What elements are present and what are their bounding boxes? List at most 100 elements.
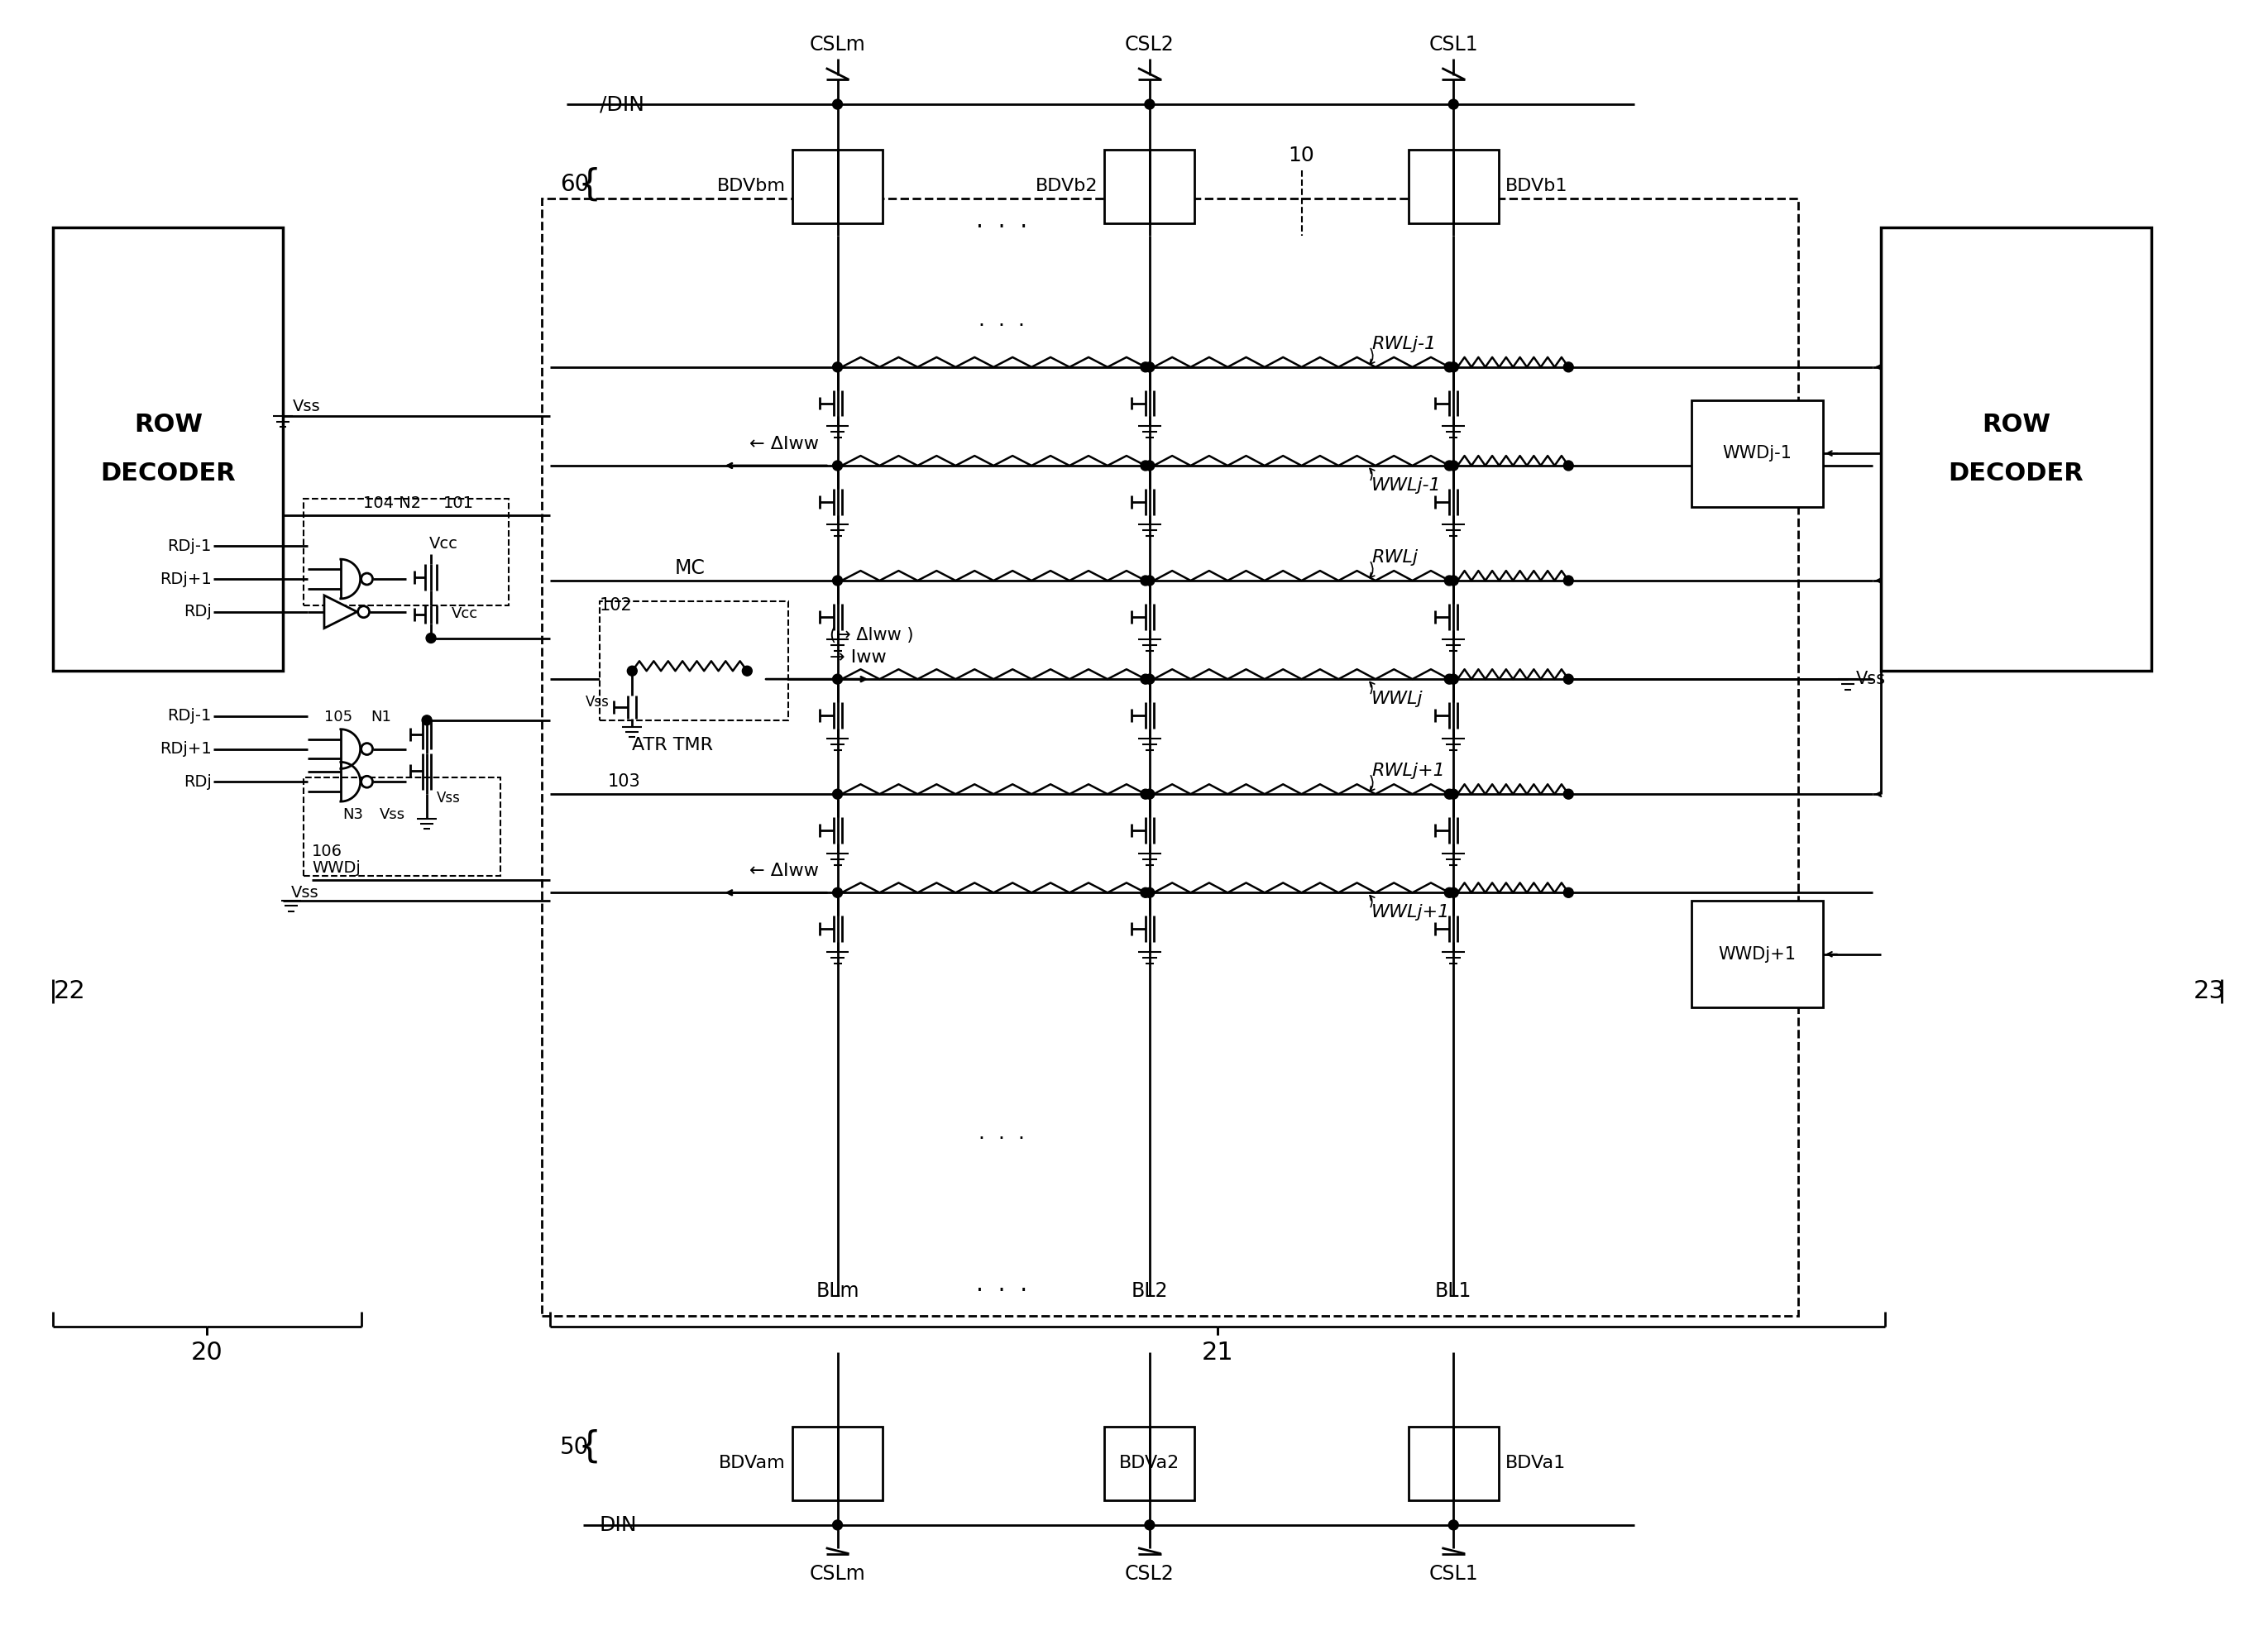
Bar bbox=[52, 228, 284, 672]
Bar bbox=[1692, 901, 1823, 1008]
Text: CSL2: CSL2 bbox=[1125, 34, 1175, 54]
Text: MC: MC bbox=[674, 558, 705, 579]
Text: RDj: RDj bbox=[184, 603, 211, 620]
Text: RDj-1: RDj-1 bbox=[168, 538, 211, 554]
Text: WWDj-1: WWDj-1 bbox=[1724, 446, 1792, 462]
Text: ·  ·  ·: · · · bbox=[978, 1128, 1025, 1150]
Circle shape bbox=[1141, 789, 1150, 798]
Circle shape bbox=[1145, 363, 1154, 372]
Circle shape bbox=[1145, 460, 1154, 470]
Text: RWLj-1: RWLj-1 bbox=[1372, 337, 1436, 353]
Circle shape bbox=[1141, 576, 1150, 585]
Circle shape bbox=[832, 460, 841, 470]
Text: /DIN: /DIN bbox=[599, 94, 644, 114]
Circle shape bbox=[1445, 576, 1454, 585]
Bar bbox=[304, 777, 501, 876]
Bar bbox=[792, 1426, 882, 1501]
Circle shape bbox=[1145, 675, 1154, 685]
Circle shape bbox=[832, 888, 841, 898]
Circle shape bbox=[1449, 675, 1458, 685]
Bar bbox=[1408, 150, 1499, 223]
Text: WWLj+1: WWLj+1 bbox=[1372, 904, 1449, 920]
Text: Vss: Vss bbox=[290, 885, 320, 901]
Polygon shape bbox=[324, 595, 356, 628]
Text: ATR TMR: ATR TMR bbox=[633, 737, 712, 753]
Bar bbox=[599, 602, 789, 720]
Text: 21: 21 bbox=[1202, 1340, 1234, 1364]
Circle shape bbox=[361, 743, 372, 754]
Text: 105: 105 bbox=[324, 709, 352, 724]
Text: Vcc: Vcc bbox=[451, 606, 479, 621]
Text: DECODER: DECODER bbox=[100, 462, 236, 486]
Text: DIN: DIN bbox=[599, 1515, 637, 1535]
Bar bbox=[1408, 1426, 1499, 1501]
Circle shape bbox=[832, 576, 841, 585]
Circle shape bbox=[426, 633, 435, 642]
Text: 102: 102 bbox=[599, 597, 633, 613]
Text: RDj: RDj bbox=[184, 774, 211, 790]
Circle shape bbox=[1449, 888, 1458, 898]
Text: ·  ·  ·: · · · bbox=[978, 315, 1025, 337]
Text: {: { bbox=[578, 1429, 601, 1465]
Circle shape bbox=[1141, 888, 1150, 898]
Text: DECODER: DECODER bbox=[1948, 462, 2084, 486]
Text: 106: 106 bbox=[313, 844, 342, 860]
Bar bbox=[1880, 228, 2152, 672]
Circle shape bbox=[832, 675, 841, 685]
Text: RDj+1: RDj+1 bbox=[159, 741, 211, 756]
Circle shape bbox=[1145, 99, 1154, 109]
Circle shape bbox=[1445, 888, 1454, 898]
Text: Vss: Vss bbox=[438, 790, 460, 805]
Circle shape bbox=[1141, 675, 1150, 685]
Text: BL1: BL1 bbox=[1436, 1281, 1472, 1301]
Circle shape bbox=[1563, 789, 1574, 798]
Text: Vss: Vss bbox=[379, 806, 406, 823]
Text: 10: 10 bbox=[1288, 145, 1315, 166]
Text: 50: 50 bbox=[560, 1436, 590, 1459]
Text: ·  ·  ·: · · · bbox=[975, 216, 1027, 239]
Circle shape bbox=[1145, 888, 1154, 898]
Circle shape bbox=[422, 715, 431, 725]
Text: BLm: BLm bbox=[816, 1281, 860, 1301]
Circle shape bbox=[1141, 363, 1150, 372]
Text: N1: N1 bbox=[372, 709, 392, 724]
Text: BDVa1: BDVa1 bbox=[1506, 1455, 1565, 1472]
Text: ROW: ROW bbox=[1982, 413, 2050, 436]
Circle shape bbox=[1141, 460, 1150, 470]
Text: 101: 101 bbox=[442, 496, 474, 511]
Text: 23: 23 bbox=[2193, 979, 2225, 1003]
Text: RWLj+1: RWLj+1 bbox=[1372, 763, 1445, 779]
Text: (→ ΔIww ): (→ ΔIww ) bbox=[830, 626, 914, 642]
Text: RDj-1: RDj-1 bbox=[168, 709, 211, 724]
Text: Vss: Vss bbox=[585, 694, 610, 709]
Text: ·  ·  ·: · · · bbox=[975, 1280, 1027, 1302]
Text: 104 N2: 104 N2 bbox=[363, 496, 422, 511]
Text: CSLm: CSLm bbox=[810, 1564, 866, 1584]
Text: CSL2: CSL2 bbox=[1125, 1564, 1175, 1584]
Circle shape bbox=[1445, 675, 1454, 685]
Text: BDVa2: BDVa2 bbox=[1120, 1455, 1179, 1472]
Text: BDVam: BDVam bbox=[719, 1455, 785, 1472]
Text: CSL1: CSL1 bbox=[1429, 1564, 1479, 1584]
Circle shape bbox=[361, 574, 372, 585]
Circle shape bbox=[1563, 460, 1574, 470]
Circle shape bbox=[1145, 576, 1154, 585]
Text: BL2: BL2 bbox=[1132, 1281, 1168, 1301]
Text: Vcc: Vcc bbox=[429, 537, 458, 551]
Bar bbox=[1105, 150, 1195, 223]
Circle shape bbox=[832, 789, 841, 798]
Circle shape bbox=[832, 99, 841, 109]
Text: Vss: Vss bbox=[1855, 672, 1885, 688]
Circle shape bbox=[1563, 675, 1574, 685]
Circle shape bbox=[1563, 888, 1574, 898]
Circle shape bbox=[832, 1520, 841, 1530]
Text: BDVb2: BDVb2 bbox=[1036, 179, 1098, 195]
Text: WWLj-1: WWLj-1 bbox=[1372, 476, 1442, 494]
Text: CSL1: CSL1 bbox=[1429, 34, 1479, 54]
Text: WWLj: WWLj bbox=[1372, 691, 1422, 707]
Bar bbox=[542, 198, 1799, 1315]
Text: RWLj: RWLj bbox=[1372, 550, 1418, 566]
Circle shape bbox=[832, 363, 841, 372]
Circle shape bbox=[361, 776, 372, 787]
Text: Vss: Vss bbox=[293, 398, 320, 415]
